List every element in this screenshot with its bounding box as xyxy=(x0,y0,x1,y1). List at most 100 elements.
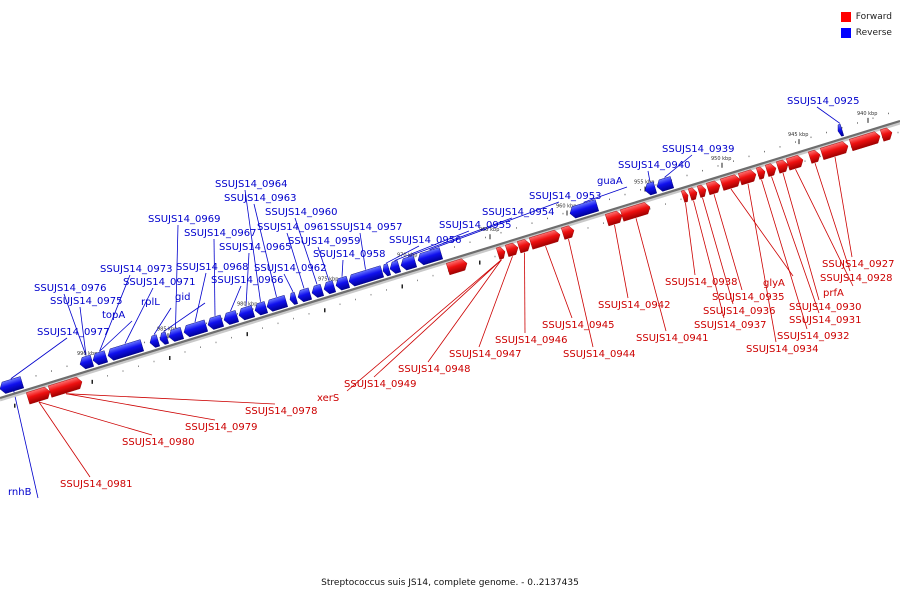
reverse-gene[interactable] xyxy=(296,287,313,303)
forward-gene[interactable] xyxy=(528,229,562,250)
gene-label[interactable]: SSUJS14_0960 xyxy=(265,207,338,218)
gene-label[interactable]: SSUJS14_0936 xyxy=(703,306,776,317)
forward-gene[interactable] xyxy=(560,225,576,240)
gene-label[interactable]: SSUJS14_0977 xyxy=(37,327,110,338)
reverse-gene[interactable] xyxy=(78,354,95,370)
reverse-gene[interactable] xyxy=(182,319,209,338)
forward-gene[interactable] xyxy=(819,140,850,160)
gene-label[interactable]: gid xyxy=(175,292,190,303)
gene-label[interactable]: glyA xyxy=(763,278,785,289)
reverse-gene[interactable] xyxy=(158,331,170,346)
gene-label[interactable]: SSUJS14_0978 xyxy=(245,406,318,417)
gene-label[interactable]: SSUJS14_0945 xyxy=(542,320,615,331)
gene-label[interactable]: SSUJS14_0942 xyxy=(598,300,671,311)
gene-label[interactable]: SSUJS14_0932 xyxy=(777,331,850,342)
gene-label[interactable]: SSUJS14_0967 xyxy=(184,228,257,239)
gene-label[interactable]: SSUJS14_0956 xyxy=(389,235,462,246)
gene-label[interactable]: SSUJS14_0930 xyxy=(789,302,862,313)
reverse-gene[interactable] xyxy=(148,334,161,349)
gene-label[interactable]: SSUJS14_0941 xyxy=(636,333,709,344)
forward-gene[interactable] xyxy=(680,189,690,203)
reverse-gene[interactable] xyxy=(643,181,658,197)
forward-gene[interactable] xyxy=(25,386,52,405)
reverse-gene[interactable] xyxy=(91,350,109,366)
gene-label[interactable]: SSUJS14_0959 xyxy=(288,236,361,247)
gene-label[interactable]: SSUJS14_0973 xyxy=(100,264,173,275)
forward-gene[interactable] xyxy=(879,127,894,142)
gene-label[interactable]: SSUJS14_0964 xyxy=(215,179,288,190)
reverse-gene[interactable] xyxy=(167,326,185,342)
gene-label[interactable]: SSUJS14_0981 xyxy=(60,479,133,490)
forward-gene[interactable] xyxy=(619,201,652,222)
reverse-gene[interactable] xyxy=(206,314,225,331)
forward-gene[interactable] xyxy=(604,210,624,227)
gene-label[interactable]: SSUJS14_0969 xyxy=(148,214,221,225)
forward-gene[interactable] xyxy=(516,238,532,254)
gene-label[interactable]: SSUJS14_0946 xyxy=(495,335,568,346)
gene-label[interactable]: rplL xyxy=(141,297,160,308)
gene-label[interactable]: SSUJS14_0971 xyxy=(123,277,196,288)
forward-gene[interactable] xyxy=(696,184,708,198)
reverse-gene[interactable] xyxy=(399,255,418,272)
gene-label[interactable]: rnhB xyxy=(8,487,32,498)
gene-label[interactable]: SSUJS14_0938 xyxy=(665,277,738,288)
gene-label[interactable]: SSUJS14_0979 xyxy=(185,422,258,433)
gene-label[interactable]: SSUJS14_0934 xyxy=(746,344,819,355)
forward-gene[interactable] xyxy=(785,154,805,171)
reverse-gene[interactable] xyxy=(334,275,351,291)
gene-label[interactable]: SSUJS14_0947 xyxy=(449,349,522,360)
forward-gene[interactable] xyxy=(755,166,767,180)
gene-label[interactable]: SSUJS14_0954 xyxy=(482,207,555,218)
gene-label[interactable]: SSUJS14_0963 xyxy=(224,193,297,204)
reverse-gene[interactable] xyxy=(836,123,845,137)
gene-label[interactable]: SSUJS14_0966 xyxy=(211,275,284,286)
gene-label[interactable]: SSUJS14_0935 xyxy=(712,292,785,303)
reverse-gene[interactable] xyxy=(568,199,600,220)
forward-gene[interactable] xyxy=(764,162,778,177)
gene-label[interactable]: SSUJS14_0958 xyxy=(313,249,386,260)
reverse-gene[interactable] xyxy=(347,265,385,288)
gene-label[interactable]: SSUJS14_0927 xyxy=(822,259,895,270)
gene-label[interactable]: SSUJS14_0940 xyxy=(618,160,691,171)
gene-label[interactable]: SSUJS14_0937 xyxy=(694,320,767,331)
gene-label[interactable]: SSUJS14_0953 xyxy=(529,191,602,202)
forward-gene[interactable] xyxy=(495,246,507,260)
gene-label[interactable]: guaA xyxy=(597,176,623,187)
gene-label[interactable]: SSUJS14_0961 xyxy=(257,222,330,233)
gene-label[interactable]: SSUJS14_0939 xyxy=(662,144,735,155)
reverse-gene[interactable] xyxy=(288,291,299,305)
reverse-gene[interactable] xyxy=(237,305,256,321)
gene-label[interactable]: SSUJS14_0968 xyxy=(176,262,249,273)
gene-label[interactable]: SSUJS14_0955 xyxy=(439,220,512,231)
reverse-gene[interactable] xyxy=(322,280,337,295)
gene-label[interactable]: SSUJS14_0965 xyxy=(219,242,292,253)
reverse-gene[interactable] xyxy=(222,310,240,325)
forward-gene[interactable] xyxy=(737,169,758,186)
forward-gene[interactable] xyxy=(504,242,520,257)
gene-label[interactable]: SSUJS14_0976 xyxy=(34,283,107,294)
forward-gene[interactable] xyxy=(848,130,882,152)
reverse-gene[interactable] xyxy=(253,301,269,316)
reverse-gene[interactable] xyxy=(265,294,289,312)
gene-label[interactable]: SSUJS14_0931 xyxy=(789,315,862,326)
reverse-gene[interactable] xyxy=(655,176,675,192)
forward-gene[interactable] xyxy=(445,258,469,276)
gene-label[interactable]: SSUJS14_0925 xyxy=(787,96,860,107)
gene-label[interactable]: xerS xyxy=(317,393,339,404)
gene-label[interactable]: SSUJS14_0975 xyxy=(50,296,123,307)
forward-gene[interactable] xyxy=(775,159,790,174)
forward-gene[interactable] xyxy=(47,376,84,398)
gene-label[interactable]: topA xyxy=(102,310,125,321)
gene-label[interactable]: SSUJS14_0957 xyxy=(330,222,403,233)
gene-label[interactable]: SSUJS14_0949 xyxy=(344,379,417,390)
reverse-gene[interactable] xyxy=(416,247,444,267)
gene-label[interactable]: SSUJS14_0962 xyxy=(254,263,327,274)
reverse-gene[interactable] xyxy=(0,376,25,394)
reverse-gene[interactable] xyxy=(388,260,402,274)
gene-label[interactable]: SSUJS14_0928 xyxy=(820,273,893,284)
reverse-gene[interactable] xyxy=(381,263,392,277)
forward-gene[interactable] xyxy=(719,174,742,191)
gene-label[interactable]: SSUJS14_0948 xyxy=(398,364,471,375)
gene-label[interactable]: SSUJS14_0980 xyxy=(122,437,195,448)
forward-gene[interactable] xyxy=(705,180,722,196)
